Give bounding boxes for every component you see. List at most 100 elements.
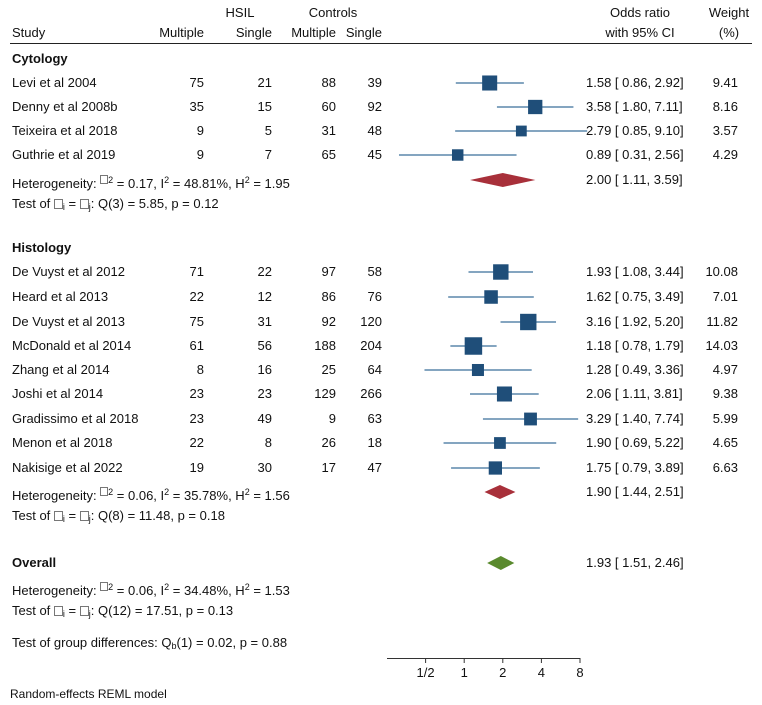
study-marker: [520, 313, 537, 331]
j-subscript: j: [88, 202, 91, 212]
controls-single-value: 58: [367, 264, 382, 279]
weight-value: 7.01: [712, 289, 738, 304]
i-squared-sup: 2: [164, 487, 170, 497]
controls-multiple-value: 86: [321, 289, 336, 304]
theta-i-glyph: [53, 199, 63, 209]
study-marker: [496, 386, 512, 402]
i2-value: = 34.48%, H: [169, 583, 245, 598]
study-marker: [524, 412, 537, 426]
x-tick-label: 8: [576, 665, 584, 680]
theta-j-glyph: [79, 606, 89, 616]
hsil-multiple-value: 19: [189, 460, 204, 475]
hsil-single-value: 16: [257, 362, 272, 377]
x-tick-label: 4: [537, 665, 545, 680]
odds-ratio-ci: 3.58 [ 1.80, 7.11]: [586, 99, 683, 114]
study-marker: [484, 290, 498, 304]
heterogeneity-stats: Heterogeneity: 2 = 0.06, I2 = 34.48%, H2…: [12, 579, 290, 599]
controls-single-value: 47: [367, 460, 382, 475]
controls-single-value: 39: [367, 75, 382, 90]
study-name: McDonald et al 2014: [12, 338, 132, 353]
hsil-multiple-value: 22: [189, 289, 204, 304]
weight-value: 11.82: [706, 314, 738, 329]
group-heading: Histology: [12, 240, 72, 255]
weight-value: 4.97: [712, 362, 738, 377]
controls-multiple-value: 17: [321, 460, 336, 475]
odds-ratio-header: Odds ratio: [610, 5, 670, 20]
study-name: Heard et al 2013: [12, 289, 109, 304]
i-squared-sup: 2: [164, 582, 170, 592]
j-subscript: j: [88, 514, 91, 524]
h-squared-sup: 2: [244, 582, 250, 592]
i-squared-sup: 2: [164, 175, 170, 185]
i2-value: = 48.81%, H: [169, 176, 245, 191]
overall-diamond: [487, 556, 515, 570]
theta-j-glyph: [79, 511, 89, 521]
test-prefix: Test of: [12, 196, 54, 211]
odds-ratio-ci: 2.79 [ 0.85, 9.10]: [586, 123, 684, 138]
model-footnote: Random-effects REML model: [10, 687, 167, 701]
study-name: Gradissimo et al 2018: [12, 411, 139, 426]
weight-value: 4.29: [712, 147, 738, 162]
study-marker: [471, 363, 484, 377]
hsil-multiple-value: 23: [189, 386, 204, 401]
study-marker: [464, 337, 483, 355]
controls-multiple-value: 92: [321, 314, 336, 329]
group-differences-test: Test of group differences: Qb(1) = 0.02,…: [12, 635, 287, 654]
study-marker: [528, 99, 543, 115]
tau2-value: = 0.06, I: [113, 583, 165, 598]
controls-multiple-value: 26: [321, 435, 336, 450]
group-diff-sub: b: [171, 641, 177, 651]
study-name: Joshi et al 2014: [12, 386, 104, 401]
hsil-multiple-value: 22: [189, 435, 204, 450]
weight-value: 4.65: [712, 435, 738, 450]
subgroup-ci: 2.00 [ 1.11, 3.59]: [586, 172, 683, 187]
controls-multiple-value: 9: [328, 411, 336, 426]
group-diff-prefix: Test of group differences: Q: [12, 635, 172, 650]
tau-squared-sup: 2: [108, 175, 114, 185]
het-prefix: Heterogeneity:: [12, 583, 101, 598]
odds-ratio-ci: 1.58 [ 0.86, 2.92]: [586, 75, 684, 90]
hsil-single-value: 23: [257, 386, 272, 401]
study-marker: [494, 437, 506, 449]
controls-multiple-value: 25: [321, 362, 336, 377]
subgroup-diamond: [470, 173, 536, 187]
homogeneity-test: Test of i = j: Q(3) = 5.85, p = 0.12: [12, 196, 219, 215]
study-marker: [488, 461, 502, 475]
theta-i-glyph: [53, 606, 63, 616]
study-name: De Vuyst et al 2012: [12, 264, 125, 279]
hsil-multiple-header: Multiple: [159, 25, 204, 40]
x-tick-label: 1/2: [416, 665, 435, 680]
controls-single-value: 204: [360, 338, 382, 353]
hsil-single-value: 21: [257, 75, 272, 90]
hsil-multiple-value: 23: [189, 411, 204, 426]
controls-multiple-header: Multiple: [291, 25, 336, 40]
theta-i-glyph: [53, 511, 63, 521]
controls-single-value: 76: [367, 289, 382, 304]
controls-multiple-value: 60: [321, 99, 336, 114]
study-marker: [493, 264, 509, 280]
weight-value: 3.57: [712, 123, 738, 138]
overall-ci: 1.93 [ 1.51, 2.46]: [586, 555, 684, 570]
odds-ratio-ci: 3.29 [ 1.40, 7.74]: [586, 411, 684, 426]
controls-single-value: 48: [367, 123, 382, 138]
hsil-multiple-value: 35: [189, 99, 204, 114]
controls-single-value: 120: [360, 314, 382, 329]
test-prefix: Test of: [12, 603, 54, 618]
h-squared-sup: 2: [244, 487, 250, 497]
test-prefix: Test of: [12, 508, 54, 523]
overall-heading: Overall: [12, 555, 57, 570]
test-equals: =: [64, 508, 80, 523]
theta-j-glyph: [79, 199, 89, 209]
i-subscript: i: [62, 609, 65, 619]
weight-value: 8.16: [712, 99, 738, 114]
study-name: Zhang et al 2014: [12, 362, 110, 377]
weight-value: 10.08: [705, 264, 738, 279]
heterogeneity-stats: Heterogeneity: 2 = 0.17, I2 = 48.81%, H2…: [12, 172, 290, 192]
study-name: Menon et al 2018: [12, 435, 113, 450]
odds-ratio-ci: 0.89 [ 0.31, 2.56]: [586, 147, 684, 162]
controls-single-value: 45: [367, 147, 382, 162]
controls-multiple-value: 97: [321, 264, 336, 279]
study-header: Study: [12, 25, 46, 40]
odds-ratio-ci: 1.18 [ 0.78, 1.79]: [586, 338, 684, 353]
